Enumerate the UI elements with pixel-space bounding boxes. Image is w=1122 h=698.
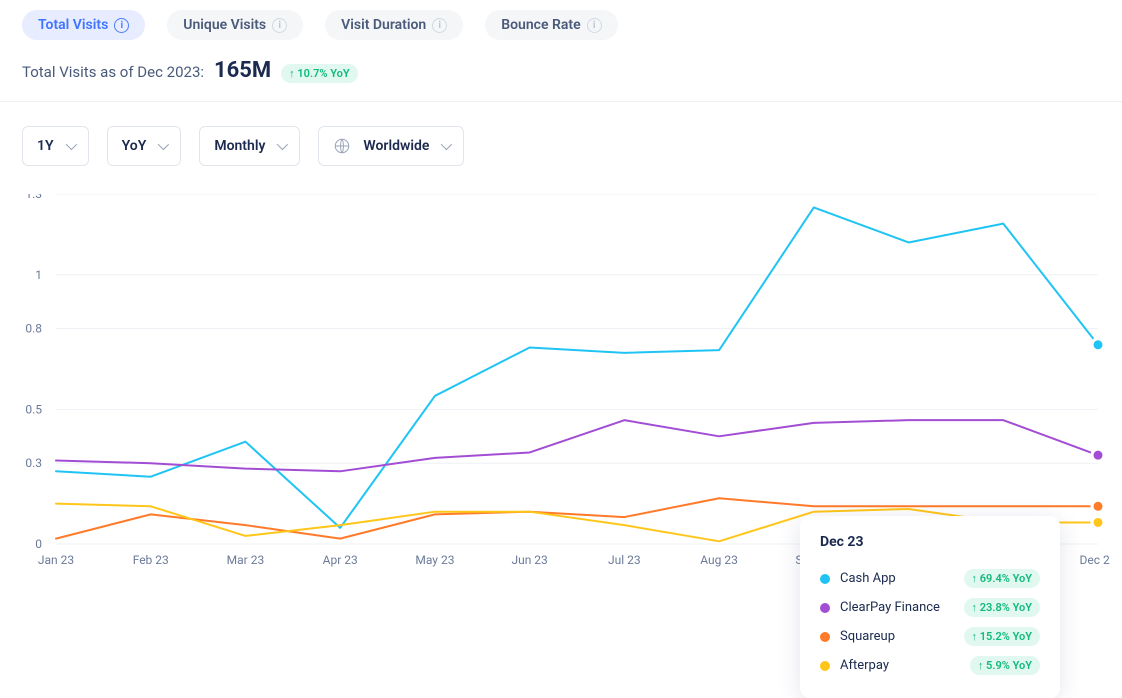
- summary-value: 165M: [214, 58, 271, 83]
- y-axis-label: 0.5: [25, 402, 42, 416]
- chart-container: 0 0.3 0.5 0.8 1 1.3 Jan 23 Feb 23 Mar 23 Apr 23 Ma…: [0, 176, 1122, 574]
- tooltip-series-name: Cash App: [840, 571, 896, 586]
- tooltip-badge: ↑ 69.4% YoY: [964, 569, 1040, 588]
- x-axis-label: May 23: [415, 553, 454, 567]
- x-axis-label: Mar 23: [227, 553, 265, 567]
- chart-series-line: [56, 207, 1098, 527]
- y-axis-label: 0.8: [25, 322, 42, 336]
- dropdown-label: YoY: [122, 138, 147, 154]
- tooltip-title: Dec 23: [820, 534, 1040, 550]
- divider: [0, 101, 1122, 102]
- series-end-marker: [1092, 339, 1104, 351]
- tooltip-badge: ↑ 15.2% YoY: [964, 627, 1040, 646]
- series-end-marker: [1092, 500, 1104, 512]
- tab-visit-duration[interactable]: Visit Duration i: [325, 10, 463, 40]
- y-axis-label: 0.3: [25, 456, 42, 470]
- tab-label: Total Visits: [38, 17, 108, 33]
- y-axis-label: 1: [35, 268, 42, 282]
- info-icon: i: [272, 18, 287, 33]
- compare-dropdown[interactable]: YoY: [107, 126, 182, 166]
- series-end-marker: [1092, 516, 1104, 528]
- x-axis-label: Feb 23: [133, 553, 169, 567]
- info-icon: i: [432, 18, 447, 33]
- range-dropdown[interactable]: 1Y: [22, 126, 89, 166]
- tooltip-row: Cash App ↑ 69.4% YoY: [820, 564, 1040, 593]
- tab-bounce-rate[interactable]: Bounce Rate i: [485, 10, 617, 40]
- tab-unique-visits[interactable]: Unique Visits i: [167, 10, 303, 40]
- legend-dot: [820, 603, 830, 613]
- chart-tooltip: Dec 23 Cash App ↑ 69.4% YoY ClearPay Finan…: [800, 516, 1060, 698]
- legend-dot: [820, 632, 830, 642]
- legend-dot: [820, 574, 830, 584]
- x-axis-label: Aug 23: [700, 553, 738, 567]
- dropdown-label: Monthly: [214, 138, 265, 154]
- metric-tabs: Total Visits i Unique Visits i Visit Dur…: [0, 0, 1122, 58]
- region-dropdown[interactable]: Worldwide: [318, 126, 464, 166]
- tooltip-badge: ↑ 5.9% YoY: [970, 656, 1040, 675]
- info-icon: i: [114, 18, 129, 33]
- tooltip-series-name: ClearPay Finance: [840, 600, 940, 615]
- chevron-down-icon: [158, 139, 169, 150]
- controls-row: 1Y YoY Monthly Worldwide: [0, 126, 1122, 176]
- x-axis-label: Jun 23: [511, 553, 547, 567]
- dropdown-label: Worldwide: [363, 138, 429, 154]
- tab-label: Unique Visits: [183, 17, 266, 33]
- tab-total-visits[interactable]: Total Visits i: [22, 10, 145, 40]
- legend-dot: [820, 661, 830, 671]
- granularity-dropdown[interactable]: Monthly: [199, 126, 300, 166]
- tab-label: Visit Duration: [341, 17, 426, 33]
- series-end-marker: [1092, 449, 1104, 461]
- globe-icon: [333, 137, 351, 155]
- x-axis-label: Jan 23: [38, 553, 74, 567]
- chevron-down-icon: [65, 139, 76, 150]
- summary-label: Total Visits as of Dec 2023:: [22, 63, 204, 81]
- tooltip-series-name: Squareup: [840, 629, 895, 644]
- x-axis-label: Dec 23: [1080, 553, 1110, 567]
- summary-badge: ↑ 10.7% YoY: [281, 64, 357, 83]
- y-axis-label: 1.3: [25, 194, 42, 201]
- chevron-down-icon: [441, 139, 452, 150]
- tab-label: Bounce Rate: [501, 17, 580, 33]
- tooltip-series-name: Afterpay: [840, 658, 889, 673]
- x-axis-label: Apr 23: [323, 553, 358, 567]
- summary-row: Total Visits as of Dec 2023: 165M ↑ 10.7…: [0, 58, 1122, 101]
- x-axis-label: Jul 23: [608, 553, 641, 567]
- info-icon: i: [587, 18, 602, 33]
- tooltip-row: ClearPay Finance ↑ 23.8% YoY: [820, 593, 1040, 622]
- chevron-down-icon: [277, 139, 288, 150]
- tooltip-row: Afterpay ↑ 5.9% YoY: [820, 651, 1040, 680]
- tooltip-row: Squareup ↑ 15.2% YoY: [820, 622, 1040, 651]
- tooltip-badge: ↑ 23.8% YoY: [964, 598, 1040, 617]
- y-axis-label: 0: [35, 537, 42, 551]
- dropdown-label: 1Y: [37, 138, 54, 154]
